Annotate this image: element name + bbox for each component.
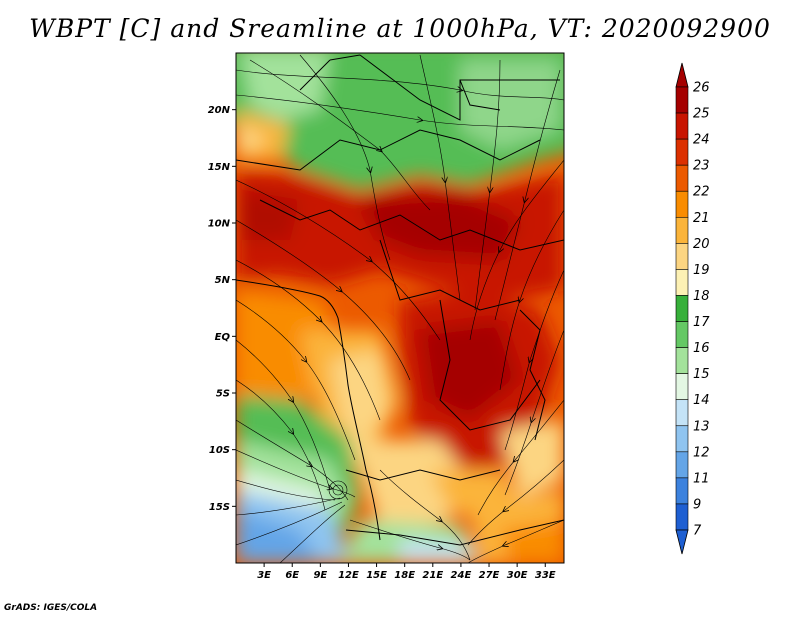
lon-label: 18E	[394, 570, 415, 581]
colorbar-swatch	[675, 190, 689, 218]
latitude-axis: 20N 15N 10N 5N EQ 5S 10S 15S	[208, 105, 236, 513]
colorbar-label: 19	[693, 263, 710, 278]
colorbar-swatch	[675, 295, 689, 322]
colorbar-label: 12	[693, 445, 710, 460]
lon-label: 30E	[507, 570, 528, 581]
colorbar-top-arrow	[675, 62, 689, 88]
streamlines	[236, 54, 564, 563]
lon-label: 21E	[422, 570, 443, 581]
colorbar-label: 22	[693, 185, 710, 200]
colorbar-swatch	[675, 451, 689, 479]
colorbar-swatch	[675, 164, 689, 192]
colorbar-swatch	[675, 399, 689, 427]
lat-label: 20N	[208, 105, 231, 116]
colorbar-swatch	[675, 321, 689, 348]
colorbar-label: 15	[693, 367, 710, 382]
colorbar-swatch	[675, 503, 689, 531]
lon-label: 24E	[451, 570, 472, 581]
colorbar-swatch	[675, 138, 689, 166]
lat-label: 15N	[208, 162, 231, 173]
map-frame	[235, 52, 565, 564]
colorbar-label: 25	[693, 107, 710, 122]
colorbar-label: 16	[693, 341, 710, 356]
colorbar-swatch	[675, 373, 689, 401]
borders	[236, 54, 564, 546]
colorbar-swatch	[675, 269, 689, 296]
colorbar-swatch	[675, 86, 689, 114]
colorbar-swatch	[675, 347, 689, 374]
colorbar-label: 9	[693, 497, 701, 512]
credit-text: GrADS: IGES/COLA	[4, 603, 98, 613]
colorbar-label: 7	[693, 524, 702, 539]
lon-label: 33E	[535, 570, 556, 581]
colorbar-label: 13	[693, 419, 710, 434]
colorbar-label: 17	[693, 315, 710, 330]
lat-label: 5S	[216, 389, 230, 400]
colorbar: 26 25 24 23 22 21 20 19 18 17 16 15 14 13 12 11 9 7	[675, 62, 710, 555]
colorbar-swatch	[675, 425, 689, 453]
colorbar-label: 23	[693, 159, 710, 174]
colorbar-swatch	[675, 112, 689, 140]
colorbar-bottom-arrow	[675, 529, 689, 555]
lat-label: 5N	[215, 275, 231, 286]
lon-label: 12E	[338, 570, 359, 581]
colorbar-label: 11	[693, 471, 710, 486]
colorbar-swatch	[675, 477, 689, 505]
colorbar-swatch	[675, 216, 689, 244]
colorbar-label: 21	[693, 211, 710, 226]
map-title: WBPT [C] and Sreamline at 1000hPa, VT: 2…	[29, 14, 771, 43]
lon-label: 15E	[366, 570, 387, 581]
lat-label: 15S	[209, 502, 230, 513]
lon-label: 9E	[313, 570, 327, 581]
wbpt-shading	[236, 53, 564, 563]
lon-label: 27E	[479, 570, 500, 581]
colorbar-label: 20	[693, 237, 710, 252]
lon-label: 6E	[285, 570, 299, 581]
colorbar-label: 24	[693, 133, 710, 148]
colorbar-label: 14	[693, 393, 710, 408]
lon-label: 3E	[257, 570, 271, 581]
lat-label: 10N	[208, 219, 231, 230]
lat-label: 10S	[209, 445, 230, 456]
colorbar-label: 26	[693, 81, 710, 96]
colorbar-label: 18	[693, 289, 710, 304]
colorbar-swatch	[675, 243, 689, 270]
lat-label: EQ	[215, 332, 231, 343]
longitude-axis: 3E 6E 9E 12E 15E 18E 21E 24E 27E 30E 33E	[257, 563, 556, 581]
